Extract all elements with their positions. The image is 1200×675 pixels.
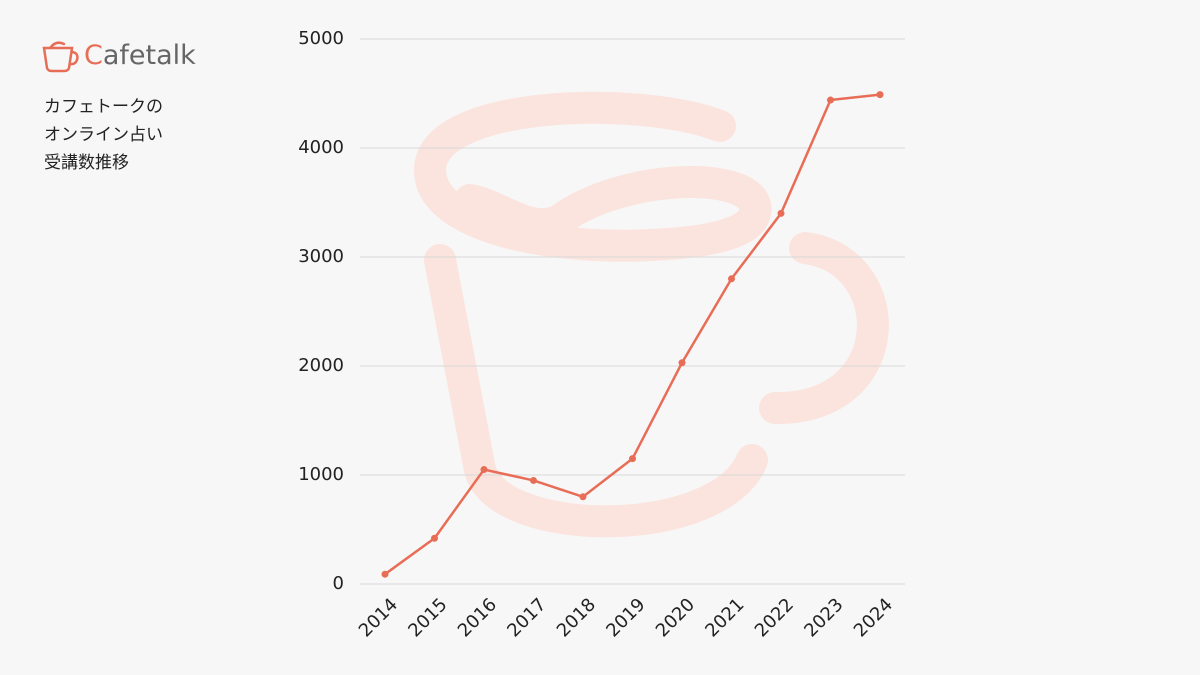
- data-point: [530, 476, 537, 484]
- y-tick-label: 1000: [298, 464, 344, 485]
- chart-title: オンライン占い: [44, 125, 163, 145]
- data-point: [827, 96, 834, 104]
- y-tick-label: 0: [333, 573, 344, 594]
- data-point: [381, 570, 389, 578]
- watermark-handle: [759, 232, 889, 425]
- watermark-body: [424, 244, 768, 538]
- data-point: [876, 91, 884, 99]
- logo-handle: [68, 50, 79, 66]
- logo-steam: [48, 41, 66, 50]
- chart-title: カフェトークの: [44, 97, 163, 117]
- data-point: [431, 534, 438, 542]
- data-point: [579, 493, 587, 501]
- data-point: [480, 466, 488, 474]
- y-tick-label: 5000: [298, 28, 344, 49]
- data-point: [678, 359, 686, 367]
- y-tick-label: 4000: [298, 137, 344, 158]
- watermark-cup: [413, 91, 889, 538]
- y-tick-label: 3000: [298, 246, 344, 267]
- watermark-saucer: [413, 91, 772, 262]
- y-tick-label: 2000: [298, 355, 344, 376]
- data-point: [777, 209, 785, 217]
- data-point: [629, 455, 636, 463]
- logo-icon: [42, 41, 79, 73]
- brand-name: Cafetalk: [84, 40, 196, 71]
- chart-title: 受講数推移: [44, 153, 129, 173]
- data-point: [728, 275, 735, 283]
- logo-cup: [42, 46, 74, 73]
